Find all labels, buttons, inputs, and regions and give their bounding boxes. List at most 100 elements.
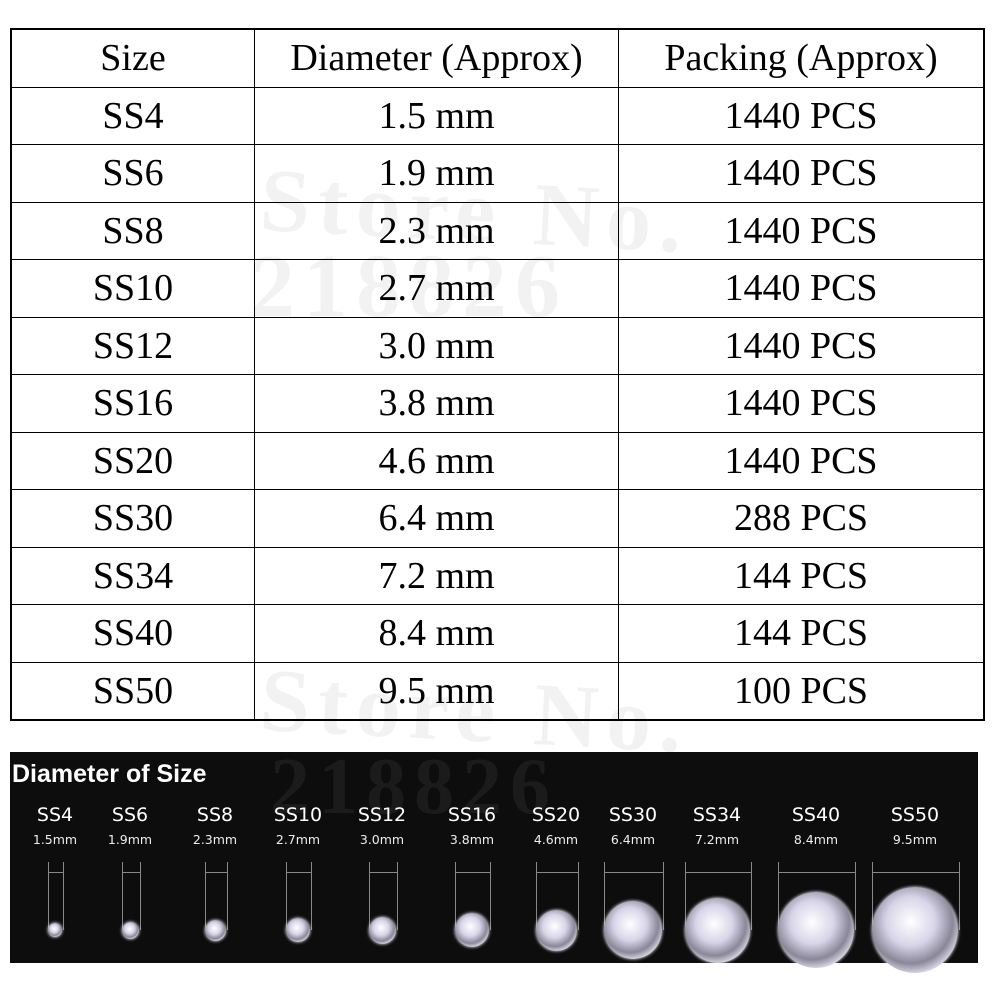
rhinestone-icon (604, 901, 662, 959)
diameter-label: 6.4mm (610, 832, 656, 847)
size-item: SS6 1.9mm (80, 804, 180, 847)
cell-diameter: 2.7 mm (254, 259, 619, 318)
cell-diameter: 6.4 mm (254, 489, 619, 548)
size-item: SS12 3.0mm (332, 804, 432, 847)
cell-diameter: 8.4 mm (254, 604, 619, 663)
panel-title: Diameter of Size (12, 760, 207, 788)
size-label: SS8 (196, 804, 234, 826)
measure-guide (121, 862, 141, 930)
table-row: SS40 8.4 mm 144 PCS (10, 604, 985, 663)
cell-packing: 1440 PCS (618, 86, 985, 145)
size-item: SS16 3.8mm (422, 804, 522, 847)
size-label: SS12 (357, 804, 407, 826)
size-label: SS4 (36, 804, 74, 826)
header-packing: Packing (Approx) (618, 28, 985, 88)
size-table: Size Diameter (Approx) Packing (Approx) … (10, 28, 985, 721)
size-item: SS8 2.3mm (165, 804, 265, 847)
measure-guide (204, 862, 228, 930)
cell-size: SS20 (10, 431, 255, 490)
rhinestone-icon (535, 909, 577, 951)
size-label: SS16 (447, 804, 497, 826)
diameter-label: 4.6mm (533, 832, 579, 847)
table-row: SS20 4.6 mm 1440 PCS (10, 431, 985, 490)
cell-diameter: 3.8 mm (254, 374, 619, 433)
cell-size: SS16 (10, 374, 255, 433)
cell-size: SS6 (10, 144, 255, 203)
rhinestone-icon (48, 923, 62, 937)
cell-size: SS50 (10, 661, 255, 721)
cell-diameter: 4.6 mm (254, 431, 619, 490)
diameter-label: 9.5mm (892, 832, 938, 847)
size-label: SS6 (111, 804, 149, 826)
cell-packing: 1440 PCS (618, 374, 985, 433)
table-row: SS10 2.7 mm 1440 PCS (10, 259, 985, 318)
measure-guide (48, 862, 64, 930)
rhinestone-icon (778, 892, 854, 968)
size-label: SS50 (890, 804, 940, 826)
measure-guide (604, 862, 664, 930)
rhinestone-icon (368, 916, 396, 944)
cell-packing: 1440 PCS (618, 259, 985, 318)
rhinestone-icon (872, 887, 958, 973)
rhinestone-icon (286, 918, 310, 942)
header-size: Size (10, 28, 255, 88)
cell-packing: 100 PCS (618, 661, 985, 721)
size-item: SS4 1.5mm (5, 804, 105, 847)
size-item: SS50 9.5mm (865, 804, 965, 847)
size-label: SS40 (791, 804, 841, 826)
table-row: SS6 1.9 mm 1440 PCS (10, 144, 985, 203)
size-item: SS20 4.6mm (506, 804, 606, 847)
size-label: SS20 (531, 804, 581, 826)
table-row: SS30 6.4 mm 288 PCS (10, 489, 985, 548)
diameter-label: 7.2mm (694, 832, 740, 847)
cell-size: SS4 (10, 86, 255, 145)
diameter-label: 2.7mm (275, 832, 321, 847)
cell-packing: 1440 PCS (618, 201, 985, 260)
rhinestone-icon (121, 921, 139, 939)
cell-size: SS12 (10, 316, 255, 375)
size-label: SS10 (273, 804, 323, 826)
table-row: SS16 3.8 mm 1440 PCS (10, 374, 985, 433)
measure-guide (286, 862, 312, 930)
cell-diameter: 1.9 mm (254, 144, 619, 203)
diameter-label: 8.4mm (793, 832, 839, 847)
diameter-label: 3.8mm (449, 832, 495, 847)
cell-size: SS40 (10, 604, 255, 663)
diameter-label: 2.3mm (192, 832, 238, 847)
measure-guide (872, 862, 960, 930)
table-header-row: Size Diameter (Approx) Packing (Approx) (10, 28, 985, 88)
size-label: SS34 (692, 804, 742, 826)
cell-diameter: 7.2 mm (254, 546, 619, 605)
size-item: SS30 6.4mm (583, 804, 683, 847)
rhinestone-icon (204, 919, 226, 941)
cell-diameter: 1.5 mm (254, 86, 619, 145)
measure-guide (368, 862, 398, 930)
measure-guide (778, 862, 856, 930)
table-row: SS8 2.3 mm 1440 PCS (10, 201, 985, 260)
size-item: SS10 2.7mm (248, 804, 348, 847)
diameter-label: 1.5mm (32, 832, 78, 847)
table-row: SS12 3.0 mm 1440 PCS (10, 316, 985, 375)
cell-diameter: 2.3 mm (254, 201, 619, 260)
diameter-panel: 218826 Diameter of Size SS4 1.5mm SS6 1.9mm… (10, 743, 978, 973)
cell-packing: 144 PCS (618, 546, 985, 605)
cell-diameter: 3.0 mm (254, 316, 619, 375)
rhinestone-icon (455, 913, 489, 947)
cell-size: SS10 (10, 259, 255, 318)
table-row: SS50 9.5 mm 100 PCS (10, 661, 985, 721)
size-item: SS34 7.2mm (667, 804, 767, 847)
size-label: SS30 (608, 804, 658, 826)
cell-packing: 144 PCS (618, 604, 985, 663)
cell-packing: 1440 PCS (618, 316, 985, 375)
cell-size: SS34 (10, 546, 255, 605)
diameter-label: 1.9mm (107, 832, 153, 847)
size-item: SS40 8.4mm (766, 804, 866, 847)
cell-packing: 1440 PCS (618, 144, 985, 203)
measure-guide (535, 862, 579, 930)
cell-size: SS30 (10, 489, 255, 548)
measure-guide (684, 862, 752, 930)
cell-diameter: 9.5 mm (254, 661, 619, 721)
diameter-label: 3.0mm (359, 832, 405, 847)
measure-guide (455, 862, 491, 930)
header-diameter: Diameter (Approx) (254, 28, 619, 88)
